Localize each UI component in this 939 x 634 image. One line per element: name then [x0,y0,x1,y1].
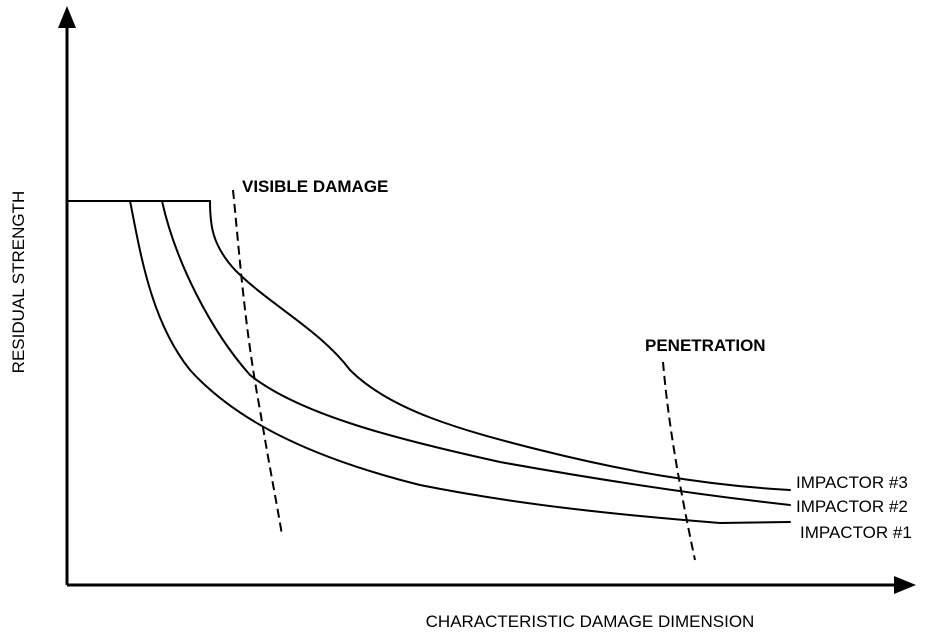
penetration-line [662,361,696,561]
curve-impactor-2 [161,200,791,506]
annotation: PENETRATION [645,336,766,355]
visible-damage-line [232,189,283,536]
curve-label: IMPACTOR #1 [800,523,912,542]
y-axis-arrow [58,6,76,28]
x-axis-arrow [894,576,916,594]
curve-label: IMPACTOR #3 [796,473,908,492]
curve-impactor-1 [129,200,791,524]
curve-label: IMPACTOR #2 [796,497,908,516]
curve-impactor-3 [209,200,791,491]
x-axis-label: CHARACTERISTIC DAMAGE DIMENSION [426,612,755,631]
annotation: VISIBLE DAMAGE [242,177,388,196]
y-axis-label: RESIDUAL STRENGTH [9,191,28,374]
